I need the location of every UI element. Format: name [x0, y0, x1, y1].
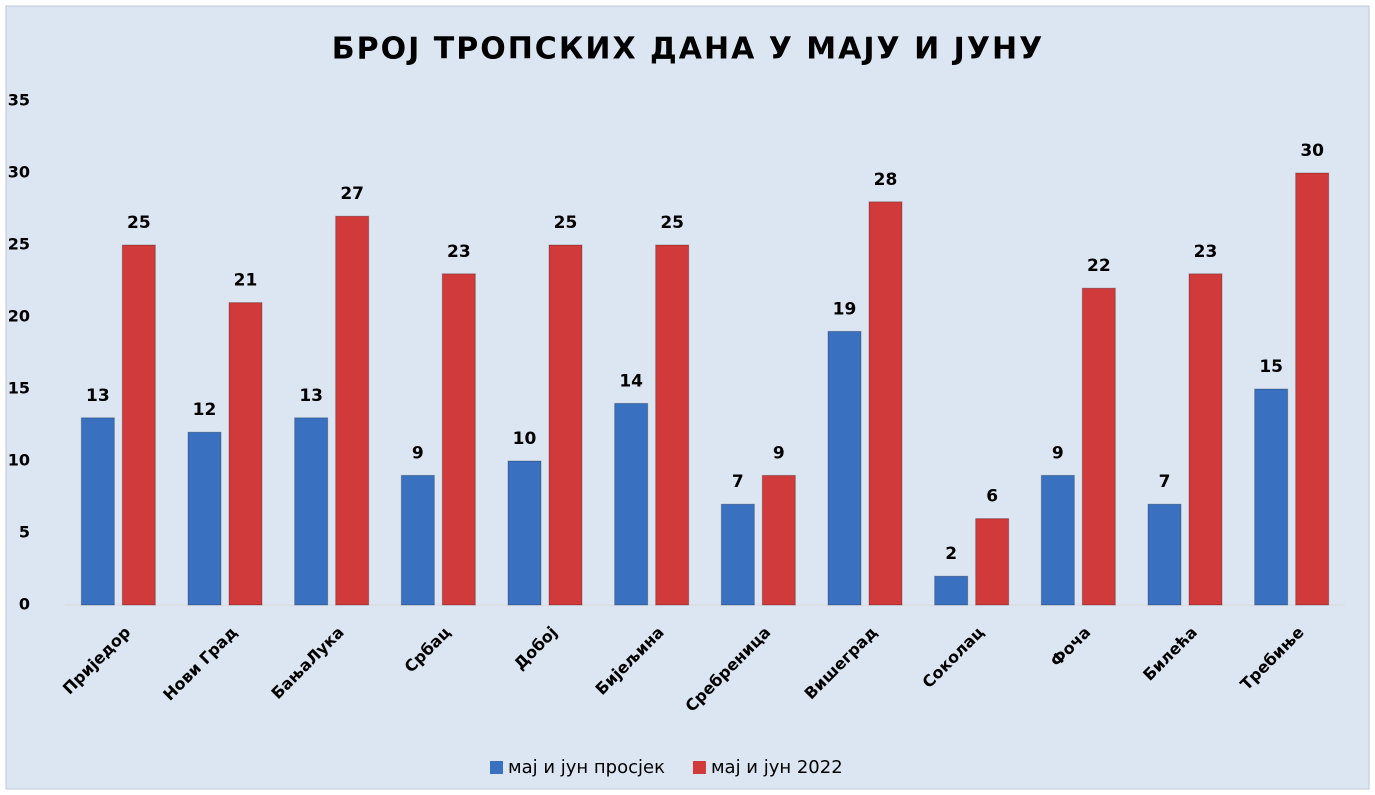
data-label: 2 [945, 544, 957, 564]
y-tick-label: 30 [8, 163, 30, 182]
data-label: 22 [1087, 256, 1111, 276]
bar [80, 417, 115, 606]
bar [507, 460, 542, 606]
y-tick-label: 0 [19, 595, 30, 614]
data-label: 9 [1052, 443, 1064, 463]
data-label: 7 [1159, 472, 1171, 492]
data-label: 13 [86, 386, 110, 406]
bar [1188, 273, 1223, 606]
data-label: 13 [299, 386, 323, 406]
legend-swatch [692, 761, 706, 774]
bar [868, 201, 903, 606]
bar [1147, 503, 1182, 606]
bar [827, 330, 862, 606]
y-tick-label: 10 [8, 451, 30, 470]
data-label: 23 [447, 242, 471, 262]
legend-label: мај и јун 2022 [711, 757, 843, 778]
bar [934, 575, 969, 606]
y-tick-label: 35 [8, 91, 30, 110]
bar [1295, 172, 1330, 606]
data-label: 9 [412, 443, 424, 463]
data-label: 12 [193, 400, 217, 420]
bar [121, 244, 156, 606]
legend-swatch [490, 761, 503, 774]
y-tick-label: 25 [8, 235, 30, 254]
data-label: 30 [1300, 141, 1324, 161]
data-label: 9 [773, 443, 785, 463]
y-tick-label: 20 [8, 307, 30, 326]
data-label: 25 [554, 213, 578, 233]
data-label: 6 [986, 487, 998, 507]
data-label: 14 [619, 371, 643, 391]
bar [294, 417, 329, 606]
chart-title: БРОЈ ТРОПСКИХ ДАНА У МАЈУ И ЈУНУ [332, 32, 1044, 67]
bar [720, 503, 755, 606]
bar [441, 273, 476, 606]
bar [1254, 388, 1289, 606]
bar [655, 244, 690, 606]
bar [975, 518, 1010, 606]
data-label: 10 [513, 429, 537, 449]
bar [761, 474, 796, 606]
bar [228, 302, 263, 606]
bar [1081, 287, 1116, 606]
data-label: 7 [732, 472, 744, 492]
data-label: 28 [874, 170, 898, 190]
data-label: 21 [234, 271, 258, 291]
data-label: 25 [127, 213, 151, 233]
y-tick-label: 15 [8, 379, 30, 398]
y-tick-label: 5 [19, 523, 30, 542]
bar [1040, 474, 1075, 606]
data-label: 23 [1194, 242, 1218, 262]
data-label: 15 [1259, 357, 1283, 377]
bar [187, 431, 222, 606]
data-label: 19 [833, 299, 857, 319]
data-label: 25 [660, 213, 684, 233]
bar [335, 215, 370, 606]
data-label: 27 [340, 184, 364, 204]
legend-label: мај и јун просјек [508, 757, 665, 778]
bar [548, 244, 583, 606]
bar [400, 474, 435, 606]
bar [614, 402, 649, 606]
